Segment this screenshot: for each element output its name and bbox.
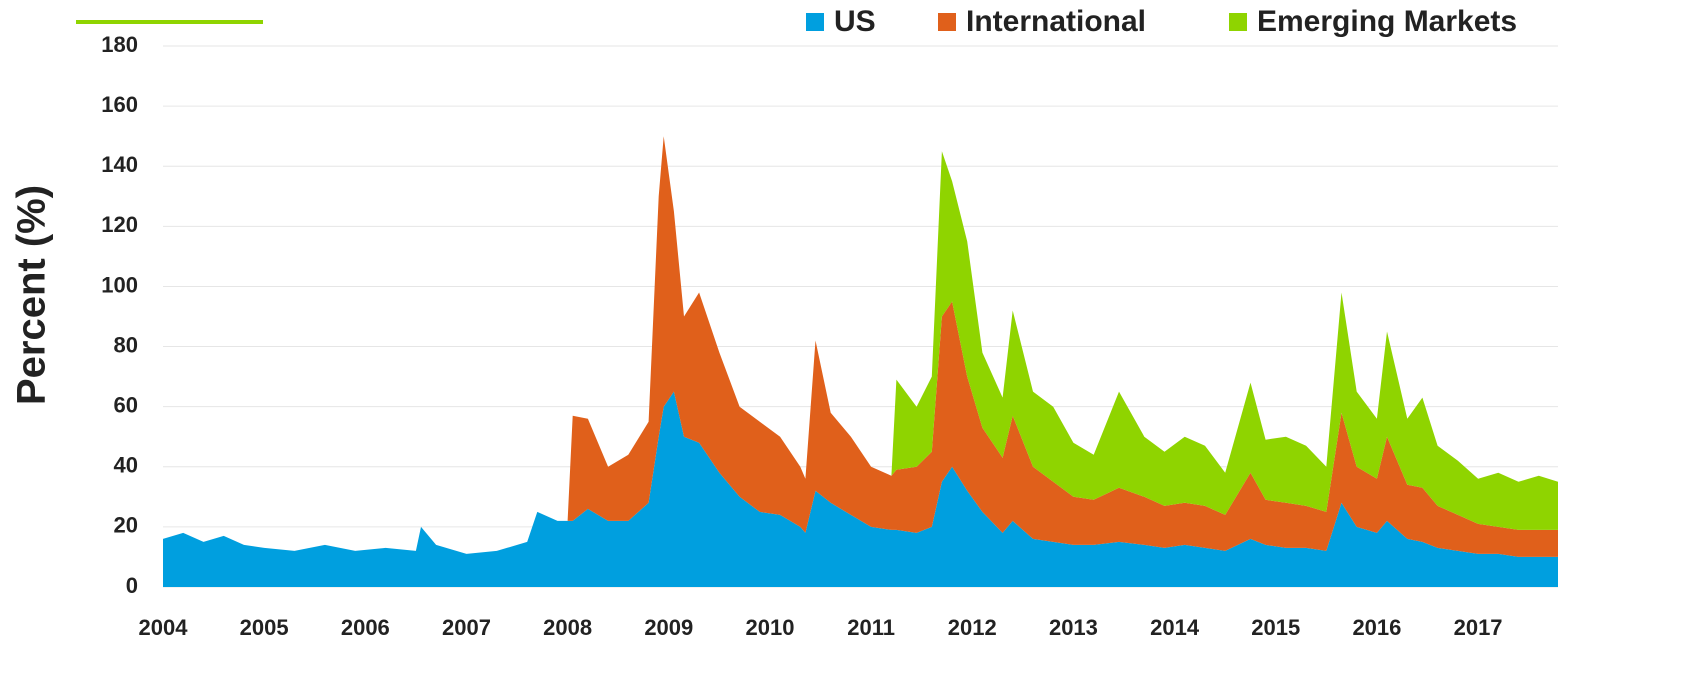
x-tick-label: 2007 <box>442 615 491 640</box>
x-tick-label: 2016 <box>1352 615 1401 640</box>
x-tick-label: 2010 <box>745 615 794 640</box>
legend-swatch <box>1229 13 1247 31</box>
legend-label: Emerging Markets <box>1257 5 1517 38</box>
x-tick-label: 2005 <box>240 615 289 640</box>
x-tick-label: 2014 <box>1150 615 1200 640</box>
y-tick-label: 160 <box>101 92 138 117</box>
x-tick-label: 2013 <box>1049 615 1098 640</box>
legend-label: International <box>966 5 1146 38</box>
area <box>163 391 1558 587</box>
x-tick-label: 2006 <box>341 615 390 640</box>
y-tick-label: 40 <box>114 453 138 478</box>
y-tick-label: 140 <box>101 152 138 177</box>
x-tick-label: 2011 <box>847 615 895 640</box>
legend-swatch <box>806 13 824 31</box>
x-tick-label: 2015 <box>1251 615 1300 640</box>
legend-label: US <box>834 5 876 38</box>
x-tick-label: 2017 <box>1454 615 1503 640</box>
y-tick-label: 180 <box>101 32 138 57</box>
y-tick-label: 120 <box>101 212 138 237</box>
y-tick-label: 100 <box>101 272 138 297</box>
y-tick-label: 80 <box>114 332 138 357</box>
x-tick-label: 2008 <box>543 615 592 640</box>
x-tick-label: 2009 <box>644 615 693 640</box>
area <box>163 136 1558 557</box>
y-axis-label: Percent (%) <box>10 185 54 405</box>
y-tick-label: 0 <box>126 573 138 598</box>
y-tick-label: 60 <box>114 392 138 417</box>
x-tick-label: 2004 <box>139 615 189 640</box>
legend-swatch <box>938 13 956 31</box>
y-tick-label: 20 <box>114 513 138 538</box>
x-tick-label: 2012 <box>948 615 997 640</box>
